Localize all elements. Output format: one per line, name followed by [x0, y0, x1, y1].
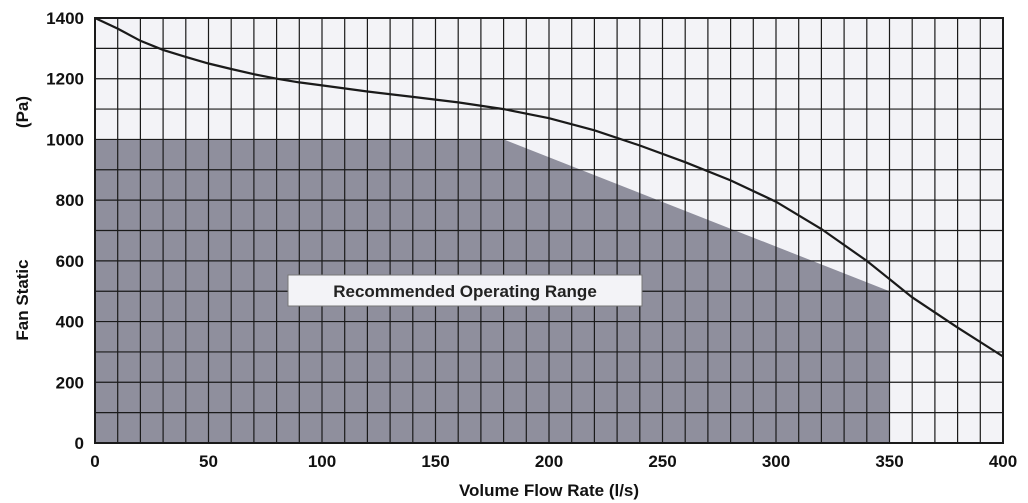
y-tick-label: 800: [56, 191, 84, 210]
y-axis-title: Fan Static: [13, 259, 32, 340]
y-tick-label: 1000: [46, 130, 84, 149]
x-tick-label: 100: [308, 452, 336, 471]
x-tick-label: 0: [90, 452, 99, 471]
x-axis-title: Volume Flow Rate (l/s): [459, 481, 639, 500]
y-tick-label: 400: [56, 313, 84, 332]
y-tick-label: 1200: [46, 70, 84, 89]
y-tick-label: 200: [56, 373, 84, 392]
region-label: Recommended Operating Range: [333, 282, 597, 301]
fan-performance-curve: [94, 17, 1004, 358]
x-tick-label: 350: [875, 452, 903, 471]
y-tick-label: 0: [75, 434, 84, 453]
x-tick-label: 250: [648, 452, 676, 471]
x-tick-label: 150: [421, 452, 449, 471]
plot-frame: [94, 17, 1004, 444]
y-tick-label: 1400: [46, 9, 84, 28]
x-tick-label: 50: [199, 452, 218, 471]
grid: [95, 18, 1003, 443]
y-tick-label: 600: [56, 252, 84, 271]
x-tick-label: 300: [762, 452, 790, 471]
x-tick-label: 200: [535, 452, 563, 471]
region-label-box: Recommended Operating Range: [287, 274, 643, 307]
y-axis-unit: (Pa): [13, 96, 32, 128]
x-tick-label: 400: [989, 452, 1017, 471]
